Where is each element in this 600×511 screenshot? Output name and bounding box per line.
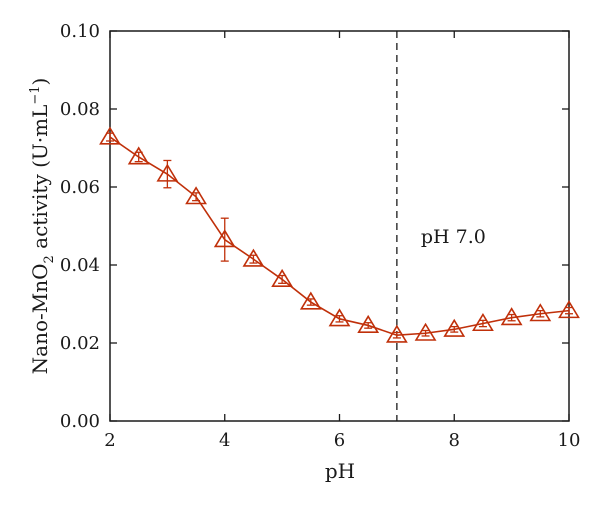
- data-point-triangle: [443, 318, 466, 337]
- data-point-triangle: [500, 307, 523, 326]
- plot-frame: [109, 30, 570, 422]
- data-point-triangle: [357, 314, 380, 334]
- y-tick-label: 0.10: [60, 21, 100, 42]
- data-point-triangle: [156, 163, 179, 182]
- data-point-triangle: [242, 248, 265, 267]
- x-tick-label: 4: [219, 430, 230, 451]
- y-axis-title-sub: 2: [42, 255, 57, 263]
- x-tick-label: 8: [449, 430, 460, 451]
- plot-layer: 2 4 6 8 10 0.00 0.02 0.04 0.06 0.08 0.10 pH 7.0: [60, 21, 581, 451]
- data-point-triangle: [271, 268, 294, 287]
- y-axis-title-part-3: ): [28, 78, 52, 86]
- data-point-triangle: [185, 186, 207, 205]
- y-tick-label: 0.08: [60, 99, 100, 120]
- y-axis-title-part-1: Nano-MnO: [28, 263, 52, 374]
- data-point-triangle: [299, 291, 322, 310]
- data-point-triangle: [99, 126, 121, 145]
- reference-line-label: pH 7.0: [421, 226, 486, 248]
- y-tick-label: 0.00: [60, 411, 100, 432]
- x-tick-label: 10: [558, 430, 581, 451]
- x-tick-label: 2: [104, 430, 115, 451]
- data-point-triangle: [328, 308, 351, 327]
- y-axis-title: Nano-MnO2 activity (U·mL−1): [28, 78, 57, 375]
- x-axis-title: pH: [325, 459, 355, 483]
- data-point-triangle: [558, 300, 580, 319]
- data-point-triangle: [414, 322, 437, 341]
- data-point-triangle: [385, 324, 408, 343]
- data-point-triangle: [213, 229, 236, 248]
- x-tick-label: 6: [334, 430, 345, 451]
- y-tick-label: 0.06: [60, 177, 100, 198]
- y-axis-title-sup: −1: [28, 85, 43, 104]
- y-axis-title-part-2: activity (U·mL: [28, 105, 52, 256]
- data-point-triangle: [472, 312, 494, 332]
- series-line: [109, 136, 570, 337]
- y-tick-label: 0.02: [60, 333, 100, 354]
- y-tick-label: 0.04: [60, 255, 100, 276]
- data-point-triangle: [529, 303, 552, 322]
- data-point-triangle: [127, 146, 150, 165]
